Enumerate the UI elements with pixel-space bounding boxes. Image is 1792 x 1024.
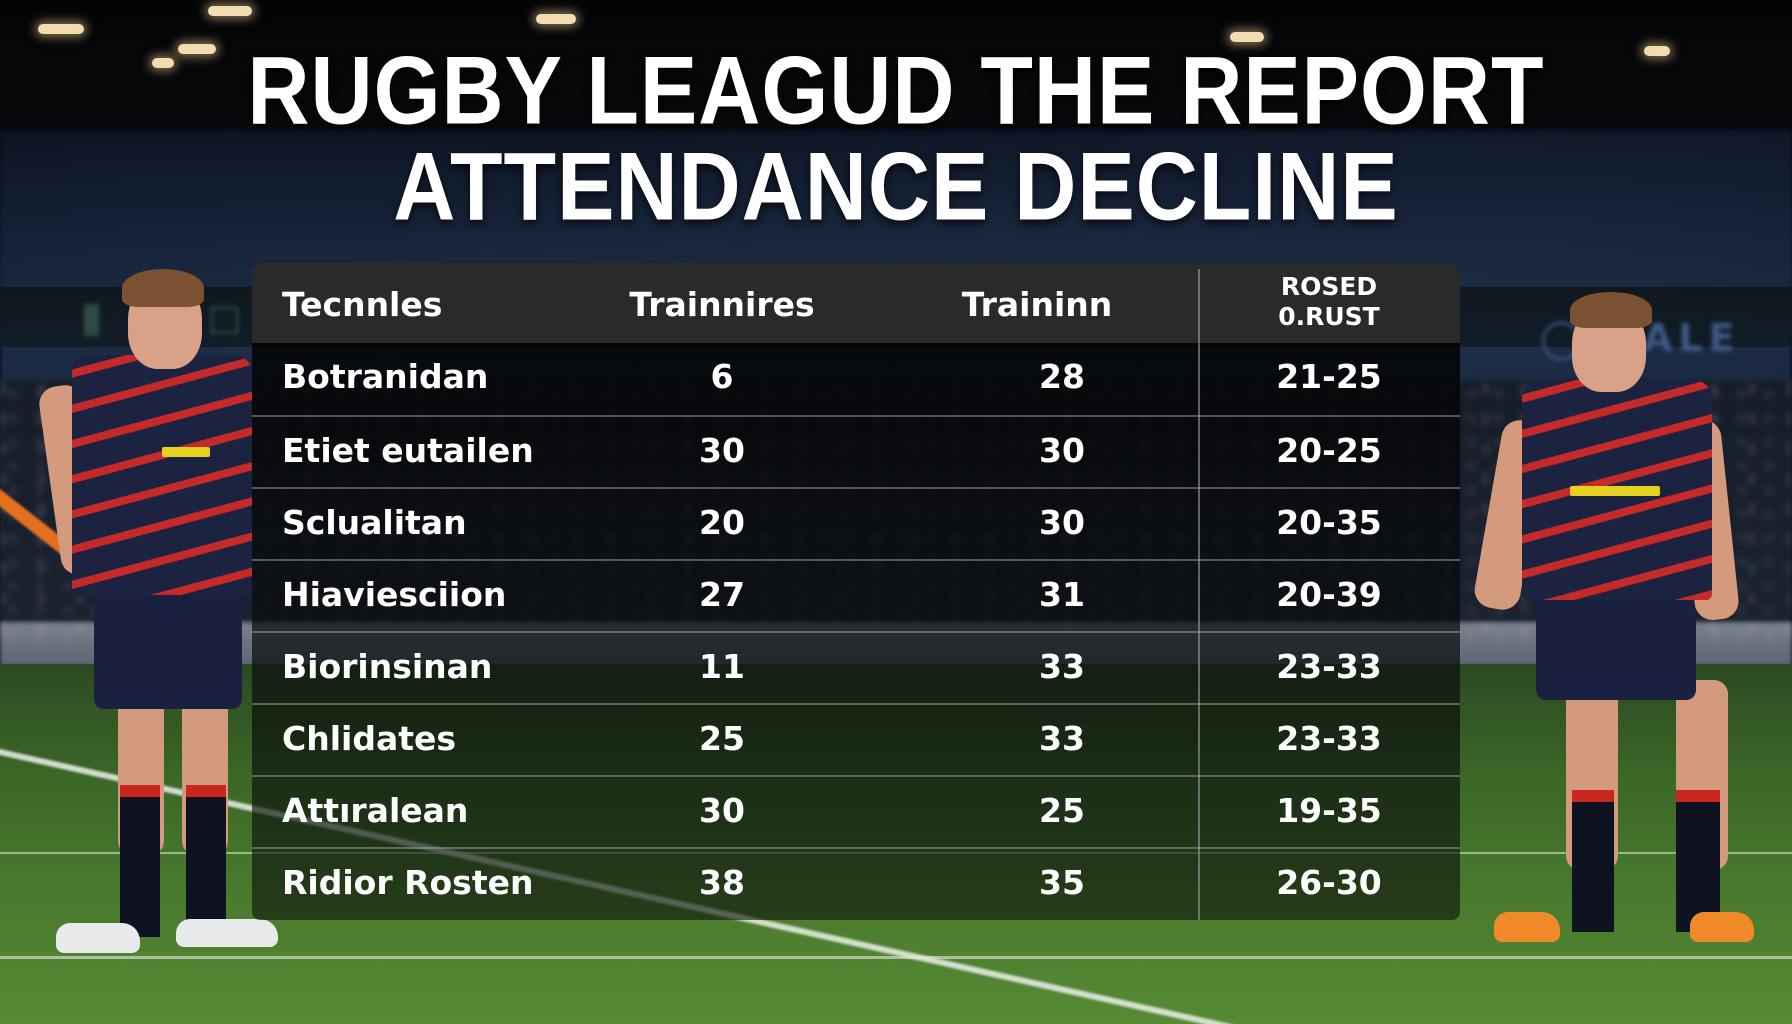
row-name: Etiet eutailen: [282, 431, 534, 470]
row-col-3: 30: [1039, 503, 1085, 542]
row-range: 21-25: [1276, 357, 1382, 396]
row-col-3: 31: [1039, 575, 1085, 614]
header-col-4: ROSED 0.RUST: [1198, 272, 1460, 332]
stadium-light: [38, 24, 84, 34]
stadium-light: [536, 14, 576, 24]
row-name: Sclualitan: [282, 503, 467, 542]
row-name: Botranidan: [282, 357, 489, 396]
table-row: Chlidates 25 33 23-33: [252, 703, 1460, 777]
row-name: Ridior Rosten: [282, 863, 534, 902]
row-range: 23-33: [1276, 647, 1382, 686]
row-col-2: 38: [699, 863, 745, 902]
row-range: 23-33: [1276, 719, 1382, 758]
row-range: 20-39: [1276, 575, 1382, 614]
row-col-2: 11: [699, 647, 745, 686]
table-row: Etiet eutailen 30 30 20-25: [252, 415, 1460, 489]
table-row: Ridior Rosten 38 35 26-30: [252, 847, 1460, 920]
stadium-light: [178, 44, 216, 54]
row-col-3: 28: [1039, 357, 1085, 396]
table-row: Hiaviesciion 27 31 20-39: [252, 559, 1460, 633]
row-name: Hiaviesciion: [282, 575, 507, 614]
header-col-3: Traininn: [961, 285, 1113, 324]
table-header: Tecnnles Trainnires Traininn ROSED 0.RUS…: [252, 263, 1460, 343]
row-col-3: 25: [1039, 791, 1085, 830]
stadium-light: [1644, 46, 1670, 56]
row-col-2: 6: [710, 357, 734, 396]
row-name: Chlidates: [282, 719, 457, 758]
row-range: 19-35: [1276, 791, 1382, 830]
row-range: 20-35: [1276, 503, 1382, 542]
player-right: [1471, 290, 1760, 970]
row-col-2: 30: [699, 791, 745, 830]
player-left: [36, 265, 280, 975]
row-col-2: 25: [699, 719, 745, 758]
row-col-3: 30: [1039, 431, 1085, 470]
header-col-2: Trainnires: [629, 285, 815, 324]
column-divider: [1198, 269, 1200, 920]
row-col-2: 20: [699, 503, 745, 542]
attendance-table: Tecnnles Trainnires Traininn ROSED 0.RUS…: [252, 263, 1460, 920]
row-range: 20-25: [1276, 431, 1382, 470]
report-title-line-1: RUGBY LEAGUD THE REPORT: [247, 37, 1545, 145]
header-col-1: Tecnnles: [282, 285, 443, 324]
table-row: Sclualitan 20 30 20-35: [252, 487, 1460, 561]
stadium-light: [152, 58, 174, 68]
row-col-2: 27: [699, 575, 745, 614]
table-row: Biorinsinan 11 33 23-33: [252, 631, 1460, 705]
row-col-2: 30: [699, 431, 745, 470]
stadium-light: [1230, 32, 1264, 42]
row-range: 26-30: [1276, 863, 1382, 902]
row-name: Biorinsinan: [282, 647, 493, 686]
row-name: Attıralean: [282, 791, 469, 830]
pitch-line: [0, 956, 1792, 959]
table-row: Attıralean 30 25 19-35: [252, 775, 1460, 849]
table-row: Botranidan 6 28 21-25: [252, 343, 1460, 415]
row-col-3: 33: [1039, 719, 1085, 758]
row-col-3: 33: [1039, 647, 1085, 686]
report-title-line-2: ATTENDANCE DECLINE: [393, 133, 1399, 241]
header-col-4-line-2: 0.RUST: [1278, 302, 1380, 331]
row-col-3: 35: [1039, 863, 1085, 902]
stadium-light: [208, 6, 252, 16]
header-col-4-line-1: ROSED: [1280, 272, 1378, 301]
